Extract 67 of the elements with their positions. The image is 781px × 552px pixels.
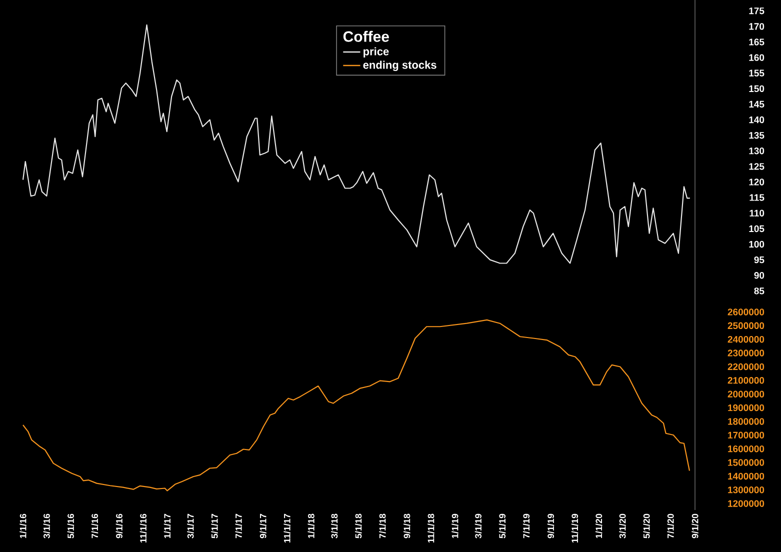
- x-tick-label: 3/1/19: [474, 514, 482, 538]
- x-tick-label: 3/1/17: [187, 514, 194, 538]
- legend-label: ending stocks: [363, 60, 436, 72]
- y2-tick-label: 1900000: [728, 404, 764, 412]
- y-tick-label: 125: [749, 163, 764, 170]
- y2-tick-label: 2600000: [728, 308, 764, 316]
- y2-tick-label: 1500000: [728, 459, 764, 466]
- x-tick-label: 5/1/18: [355, 514, 362, 538]
- x-tick-label: 7/1/17: [235, 514, 242, 538]
- x-tick-label: 11/1/16: [140, 514, 147, 542]
- x-tick-label: 5/1/20: [643, 514, 650, 538]
- y2-tick-label: 1400000: [728, 472, 764, 480]
- y2-tick-label: 2200000: [728, 363, 764, 370]
- y2-tick-label: 1800000: [728, 418, 764, 425]
- y-tick-label: 90: [754, 272, 764, 279]
- x-tick-label: 3/1/16: [43, 514, 50, 538]
- x-tick-label: 9/1/16: [116, 514, 123, 538]
- x-tick-label: 1/1/20: [595, 514, 602, 538]
- legend-label: price: [364, 47, 389, 58]
- y-tick-label: 160: [749, 54, 764, 61]
- y-tick-label: 170: [749, 23, 764, 30]
- y-tick-label: 95: [754, 256, 764, 264]
- y-tick-label: 110: [750, 210, 764, 217]
- x-tick-label: 5/1/19: [498, 514, 506, 538]
- y-tick-label: 135: [749, 132, 764, 139]
- x-tick-label: 1/1/17: [164, 514, 171, 538]
- x-tick-label: 1/1/16: [20, 514, 26, 538]
- x-tick-label: 11/1/17: [284, 514, 290, 542]
- line-series: [22, 24, 690, 264]
- x-tick-label: 7/1/16: [91, 514, 98, 538]
- x-tick-label: 7/1/20: [667, 514, 674, 538]
- y-tick-label: 145: [749, 100, 764, 108]
- x-tick-label: 9/1/19: [547, 514, 554, 538]
- x-tick-label: 11/1/19: [571, 514, 578, 542]
- x-tick-label: 7/1/19: [522, 514, 530, 538]
- y2-tick-label: 2500000: [728, 322, 764, 330]
- y-tick-label: 120: [749, 178, 764, 186]
- legend-title: Coffee: [343, 30, 389, 42]
- y-tick-label: 165: [749, 38, 764, 46]
- y-tick-label: 140: [749, 116, 764, 124]
- y2-tick-label: 2300000: [728, 350, 764, 356]
- x-tick-label: 9/1/20: [692, 514, 698, 538]
- x-tick-label: 1/1/18: [308, 514, 314, 538]
- y-tick-label: 105: [749, 225, 764, 232]
- x-tick-label: 1/1/19: [452, 514, 458, 538]
- x-tick-label: 9/1/17: [260, 514, 266, 538]
- x-tick-label: 5/1/16: [67, 514, 74, 538]
- y2-tick-label: 1200000: [728, 500, 764, 507]
- y-tick-label: 155: [749, 70, 764, 76]
- y2-tick-label: 1300000: [728, 486, 764, 494]
- y-tick-label: 175: [749, 8, 764, 14]
- x-tick-label: 11/1/18: [428, 514, 434, 542]
- x-tick-label: 7/1/18: [379, 514, 386, 538]
- y2-tick-label: 1600000: [728, 445, 764, 452]
- y-tick-label: 100: [749, 240, 764, 248]
- y-tick-label: 150: [749, 85, 764, 92]
- y-tick-label: 115: [750, 194, 764, 201]
- y2-tick-label: 2100000: [728, 377, 764, 384]
- x-tick-label: 9/1/18: [404, 514, 410, 538]
- x-tick-label: 3/1/20: [619, 514, 626, 538]
- x-tick-label: 3/1/18: [331, 514, 338, 538]
- y2-tick-label: 1700000: [728, 432, 764, 439]
- y2-tick-label: 2000000: [728, 390, 764, 398]
- y2-tick-label: 2400000: [728, 336, 764, 343]
- y-tick-label: 130: [749, 148, 764, 154]
- y-tick-label: 85: [754, 288, 764, 294]
- x-tick-label: 5/1/17: [211, 514, 218, 538]
